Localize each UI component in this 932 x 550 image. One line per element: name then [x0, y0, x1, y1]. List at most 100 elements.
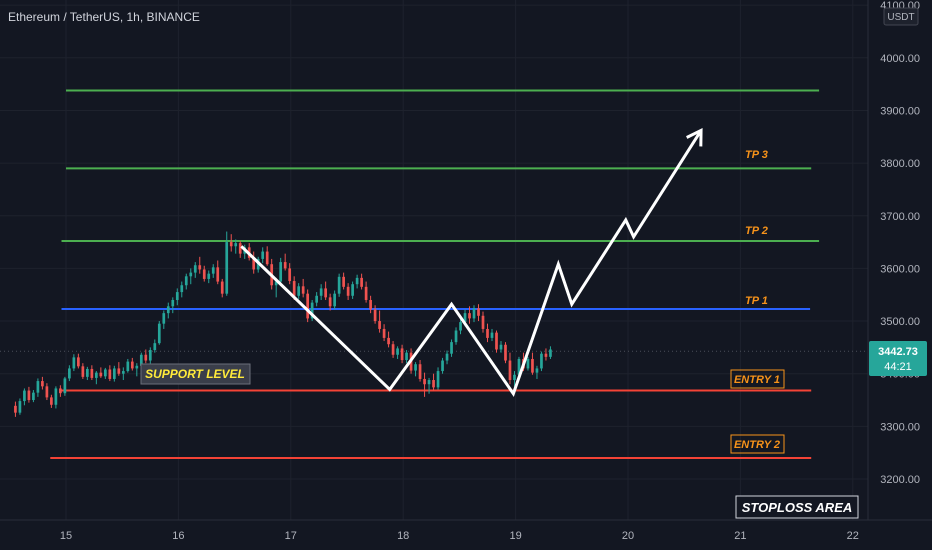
- candle-body: [225, 242, 229, 294]
- candle-body: [144, 354, 148, 361]
- candle: [202, 265, 206, 282]
- candle: [189, 268, 193, 285]
- candle: [364, 281, 368, 303]
- candle-body: [86, 368, 89, 377]
- stoploss-area-label: STOPLOSS AREA: [742, 500, 853, 515]
- support-level-box: [140, 363, 251, 385]
- candle: [445, 350, 449, 365]
- last-price-value: 3442.73: [878, 346, 918, 358]
- candle-body: [68, 368, 71, 379]
- candle: [324, 281, 327, 300]
- candle-body: [94, 372, 98, 378]
- candle-body: [364, 286, 368, 300]
- candle-body: [130, 361, 134, 369]
- candle: [432, 373, 435, 391]
- candle: [175, 288, 179, 306]
- candle-body: [36, 381, 40, 393]
- candle-body: [531, 358, 534, 373]
- projection-line[interactable]: [240, 129, 703, 397]
- candle: [513, 371, 516, 387]
- candle-body: [81, 366, 85, 377]
- candle-body: [355, 277, 359, 285]
- candle-body: [373, 309, 377, 322]
- candle: [450, 339, 453, 357]
- grid-lines: [0, 0, 868, 520]
- candle-body: [252, 257, 256, 270]
- entry1-box: [730, 369, 785, 389]
- candle-body: [27, 390, 31, 401]
- candle: [310, 299, 314, 322]
- candle-body: [382, 328, 386, 338]
- candle-body: [220, 281, 224, 294]
- candle: [391, 341, 395, 358]
- candle-body: [396, 348, 399, 355]
- candle-body: [59, 388, 62, 394]
- tp1-label: TP 1: [745, 295, 768, 307]
- x-tick-label: 18: [397, 530, 409, 542]
- y-tick-label: 3800.00: [880, 158, 920, 170]
- candle: [41, 376, 44, 390]
- candle: [279, 257, 283, 285]
- candle-body: [490, 332, 494, 338]
- candle-body: [369, 299, 372, 310]
- candle-body: [23, 390, 26, 402]
- candle-body: [391, 344, 395, 355]
- candle: [351, 281, 354, 299]
- x-tick-label: 22: [847, 530, 859, 542]
- candle-body: [427, 380, 431, 385]
- candle-body: [121, 371, 125, 374]
- candle-body: [387, 337, 390, 345]
- stoploss-area-annotation: STOPLOSS AREA: [735, 495, 859, 519]
- candle: [23, 388, 26, 406]
- candle: [45, 383, 49, 401]
- candle: [72, 354, 76, 372]
- candle: [301, 278, 305, 298]
- entry1-label: ENTRY 1: [734, 374, 780, 386]
- candle-body: [99, 372, 103, 377]
- candle: [157, 321, 161, 345]
- candle-body: [18, 401, 22, 413]
- candle: [360, 273, 363, 290]
- y-tick-label: 3300.00: [880, 421, 920, 433]
- candle: [328, 293, 332, 311]
- candle-body: [351, 284, 354, 296]
- candle-body: [535, 368, 539, 373]
- candle: [166, 302, 170, 319]
- candle-body: [288, 268, 292, 282]
- support-level-label: SUPPORT LEVEL: [145, 367, 245, 381]
- price-axis-panel[interactable]: [868, 0, 932, 520]
- candle: [396, 346, 399, 359]
- candle: [162, 310, 166, 329]
- candle-body: [175, 292, 179, 300]
- candle: [441, 357, 444, 374]
- candle-body: [162, 313, 166, 324]
- candle: [315, 292, 319, 307]
- candle: [220, 278, 224, 298]
- entry2-box: [730, 434, 785, 454]
- candle-body: [423, 378, 426, 385]
- candle: [405, 350, 408, 364]
- time-axis-panel[interactable]: [0, 520, 932, 550]
- candle: [207, 270, 211, 284]
- candle-body: [414, 364, 417, 371]
- candle: [112, 365, 116, 382]
- candle-body: [274, 281, 278, 286]
- candle-body: [549, 349, 552, 357]
- candle: [135, 363, 139, 377]
- candle: [499, 341, 503, 353]
- candle: [63, 376, 67, 396]
- currency-badge[interactable]: USDT: [883, 7, 919, 26]
- candle-body: [202, 269, 206, 279]
- candle-body: [544, 353, 548, 357]
- candle-body: [45, 386, 49, 398]
- candle: [477, 304, 480, 322]
- candle-body: [265, 251, 269, 265]
- candle: [81, 363, 85, 379]
- candle: [508, 352, 512, 385]
- candle: [337, 273, 341, 297]
- candle: [126, 358, 130, 373]
- candle-body: [14, 405, 17, 413]
- candle-body: [139, 354, 143, 366]
- candle: [495, 330, 498, 353]
